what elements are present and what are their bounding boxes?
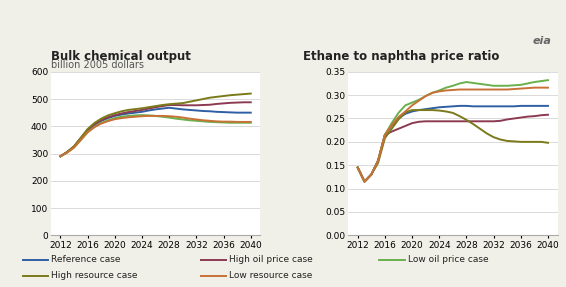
Text: Bulk chemical output: Bulk chemical output [51, 50, 191, 63]
Text: billion 2005 dollars: billion 2005 dollars [51, 60, 144, 70]
Text: Reference case: Reference case [51, 255, 121, 264]
Text: eia: eia [533, 36, 552, 46]
Text: Ethane to naphtha price ratio: Ethane to naphtha price ratio [303, 50, 499, 63]
Text: High resource case: High resource case [51, 271, 138, 280]
Text: Low resource case: Low resource case [229, 271, 312, 280]
Text: High oil price case: High oil price case [229, 255, 313, 264]
Text: Low oil price case: Low oil price case [408, 255, 488, 264]
